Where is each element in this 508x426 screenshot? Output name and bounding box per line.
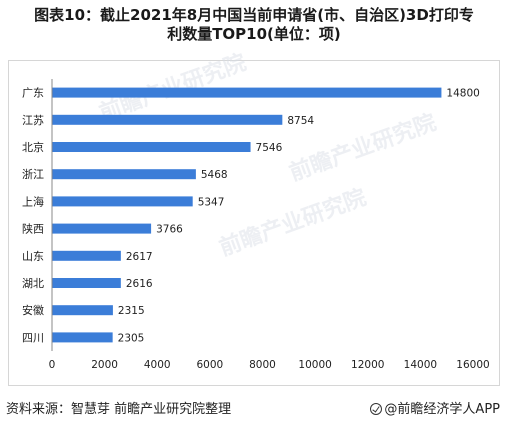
x-tick-label-9: 16000: [456, 359, 489, 371]
chart-title: 图表10：截止2021年8月中国当前申请省(市、自治区)3D打印专 利数量TOP…: [0, 6, 508, 44]
value-label-6: 3766: [156, 224, 183, 236]
bar-7: [52, 250, 121, 261]
x-tick-label-5: 8000: [249, 359, 276, 371]
footer: 资料来源：智慧芽 前瞻产业研究院整理 @前瞻经济学人APP: [0, 396, 508, 418]
bar-9: [52, 305, 113, 316]
chart-title-line-2: 利数量TOP10(单位：项): [167, 25, 341, 43]
value-label-10: 2305: [118, 332, 145, 344]
bar-5: [52, 196, 193, 207]
category-label-10: 四川: [22, 331, 44, 344]
category-label-2: 江苏: [22, 114, 44, 127]
axis-layer: 广东 14800 江苏 8754 北京 7546 浙江 5468 上海 5347 陕西 3766 山东 2…: [22, 79, 490, 371]
category-label-6: 陕西: [22, 222, 44, 236]
x-tick-label-6: 10000: [298, 359, 331, 371]
value-label-3: 7546: [256, 142, 283, 154]
value-label-4: 5468: [201, 169, 228, 181]
category-label-1: 广东: [22, 87, 44, 100]
category-label-7: 山东: [22, 250, 44, 263]
bar-2: [52, 114, 283, 125]
value-label-8: 2616: [126, 278, 153, 290]
bar-6: [52, 223, 152, 234]
x-tick-label-8: 14000: [404, 359, 437, 371]
value-label-1: 14800: [446, 88, 479, 100]
category-label-9: 安徽: [22, 303, 44, 317]
category-label-8: 湖北: [22, 277, 44, 290]
chart-frame: [8, 60, 500, 386]
bar-10: [52, 332, 113, 343]
value-label-5: 5347: [198, 196, 225, 208]
bar-3: [52, 142, 251, 152]
source-note: 资料来源：智慧芽 前瞻产业研究院整理: [6, 402, 232, 417]
x-tick-label-2: 2000: [91, 359, 118, 371]
chart-title-line-1: 图表10：截止2021年8月中国当前申请省(市、自治区)3D打印专: [34, 6, 474, 24]
bars-layer: [52, 87, 442, 343]
brand-credit-text: @前瞻经济学人APP: [384, 402, 500, 417]
x-tick-label-7: 12000: [351, 359, 384, 371]
brand-credit: @前瞻经济学人APP: [370, 398, 500, 417]
bar-1: [52, 87, 442, 98]
category-label-3: 北京: [22, 140, 44, 154]
brand-logo-icon: [370, 403, 383, 415]
x-tick-label-1: 0: [49, 359, 56, 371]
value-label-7: 2617: [126, 251, 153, 263]
bar-8: [52, 278, 121, 288]
category-label-4: 浙江: [22, 168, 44, 181]
value-label-9: 2315: [118, 305, 145, 317]
x-tick-label-4: 6000: [197, 359, 224, 371]
category-label-5: 上海: [22, 194, 44, 208]
value-label-2: 8754: [287, 115, 314, 127]
x-tick-label-3: 4000: [144, 359, 171, 371]
bar-4: [52, 169, 196, 180]
